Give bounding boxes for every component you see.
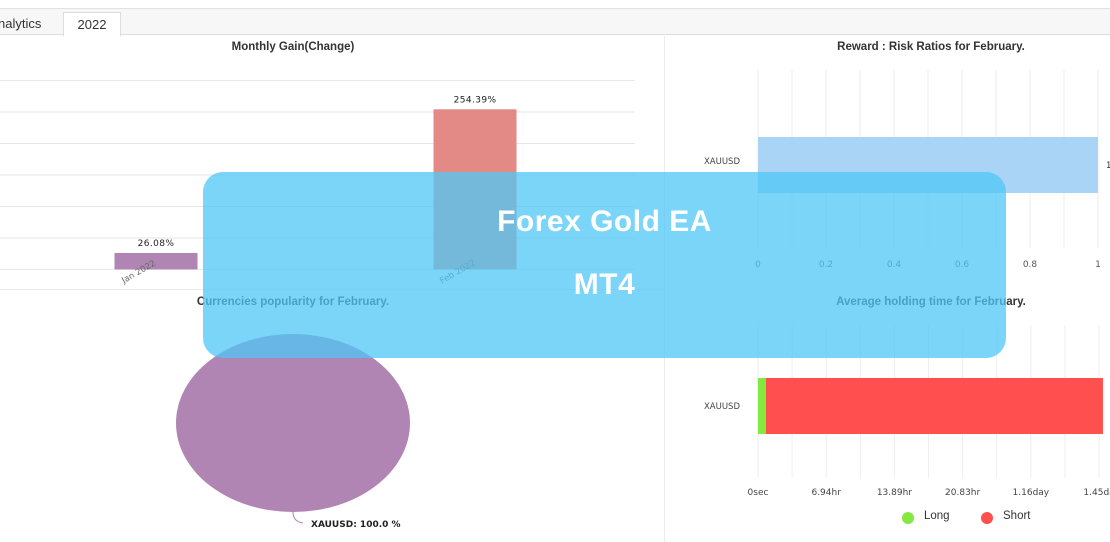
gain-data-label-1: 254.39% (454, 95, 497, 105)
pie-slice-0 (176, 334, 410, 512)
hold-x-tick-5: 1.45da (1083, 488, 1110, 498)
gain-data-label-0: 26.08% (138, 239, 175, 249)
rr-y-tick-0: XAUUSD (704, 157, 740, 167)
hold-x-tick-1: 6.94hr (811, 488, 841, 498)
rr-x-tick-4: 0.8 (1023, 260, 1038, 270)
tab-2022[interactable]: 2022 (63, 12, 121, 37)
hold-bar-short (765, 378, 1103, 434)
reward-risk-title: Reward : Risk Ratios for February. (837, 41, 1025, 53)
short-legend-label: Short (1003, 510, 1031, 522)
gain-bar-0 (114, 252, 198, 270)
tab-analytics[interactable]: nalytics (0, 16, 42, 31)
rr-data-label-0: 1 (1106, 161, 1110, 171)
currencies-popularity-chart: XAUUSD: 100.0 % (176, 334, 410, 530)
hold-x-tick-2: 13.89hr (877, 488, 912, 498)
monthly-gain-title: Monthly Gain(Change) (231, 41, 355, 53)
long-legend-swatch (902, 512, 914, 524)
pie-label-connector-0 (292, 511, 304, 524)
hold-bar-long (758, 378, 766, 434)
hold-x-tick-0: 0sec (748, 488, 769, 498)
overlay-title: Forex Gold EA (497, 205, 712, 238)
hold-y-tick-0: XAUUSD (704, 402, 740, 412)
rr-x-tick-5: 1 (1095, 260, 1101, 270)
hold-x-tick-4: 1.16day (1013, 488, 1050, 498)
avg-holding-time-chart: 0sec 6.94hr 13.89hr 20.83hr 1.16day 1.45da XAU… (704, 325, 1110, 498)
overlay-subtitle: MT4 (573, 268, 636, 301)
long-legend-label: Long (924, 510, 950, 522)
promo-overlay-banner: Forex Gold EA MT4 (203, 172, 1006, 358)
pie-slice-label-0: XAUUSD: 100.0 % (311, 520, 401, 530)
period-tabbar: nalytics 2022 (0, 8, 1110, 37)
hold-x-tick-3: 20.83hr (945, 488, 980, 498)
short-legend-swatch (981, 512, 993, 524)
